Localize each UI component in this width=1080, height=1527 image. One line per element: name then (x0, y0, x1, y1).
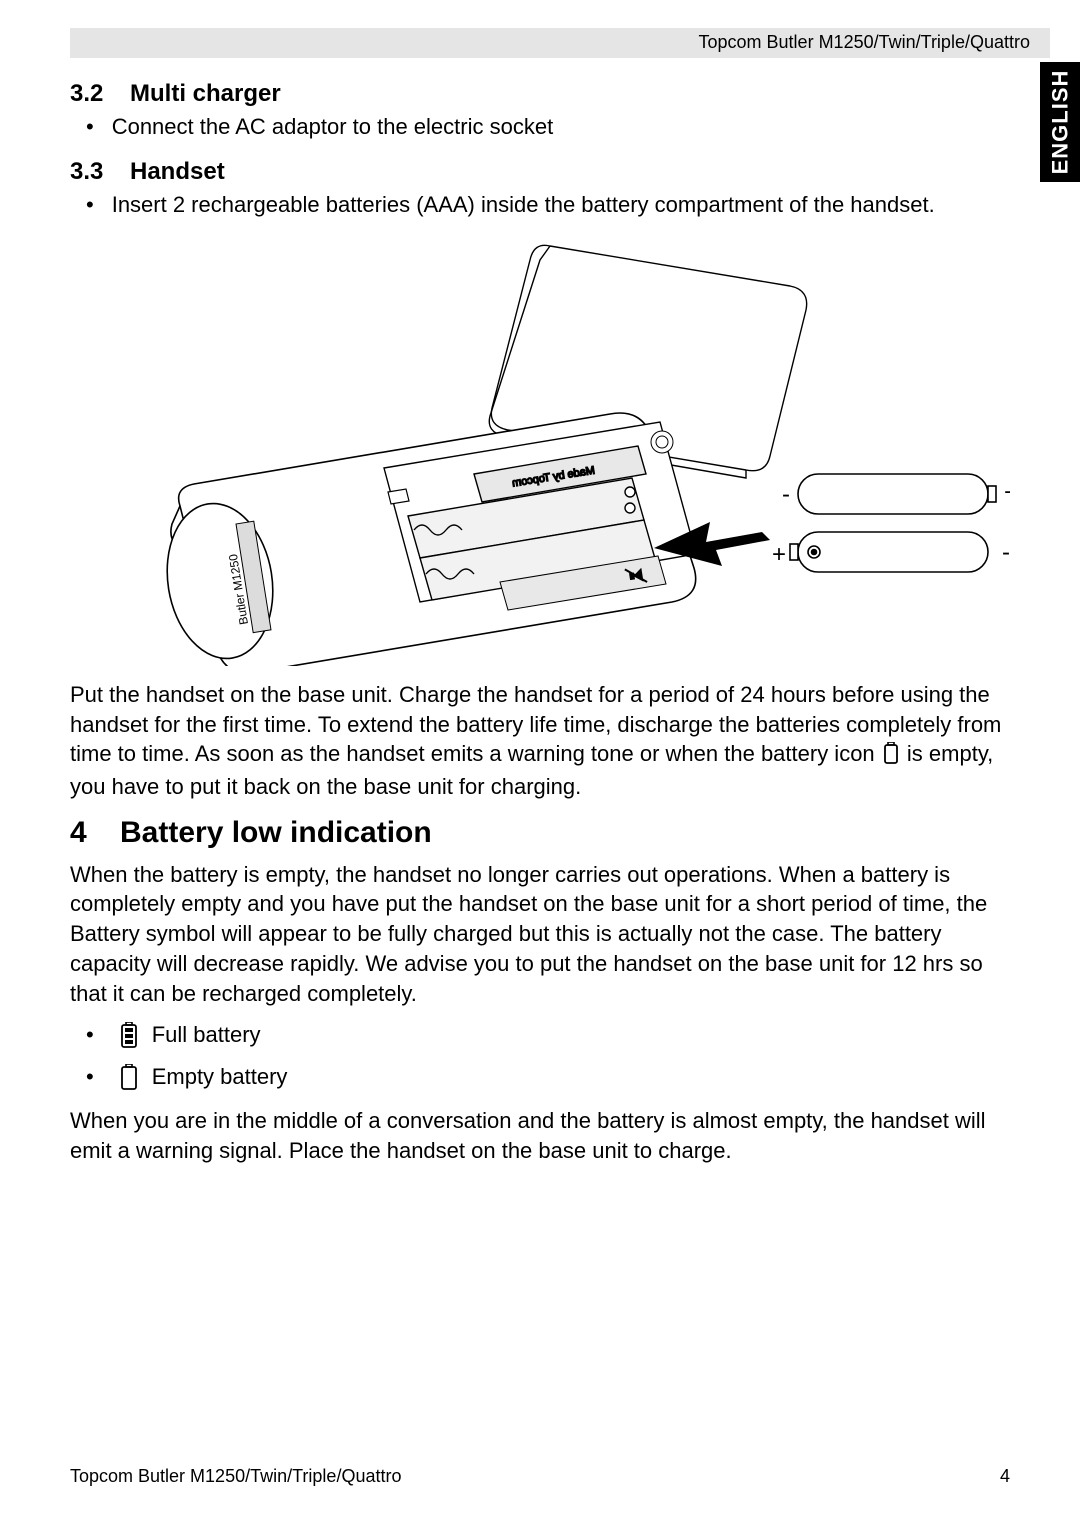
page-footer: Topcom Butler M1250/Twin/Triple/Quattro … (70, 1466, 1010, 1487)
section-3-3-heading: 3.3Handset (70, 158, 1010, 186)
language-tab-label: ENGLISH (1047, 70, 1073, 175)
section-title: Battery low indication (120, 816, 432, 849)
empty-battery-line: • Empty battery (86, 1064, 1010, 1090)
svg-text:-: - (1002, 539, 1010, 566)
section-num: 3.3 (70, 158, 130, 186)
section-num: 4 (70, 816, 120, 850)
bullet-3-2: Connect the AC adaptor to the electric s… (86, 114, 1010, 140)
section-4-para: When the battery is empty, the handset n… (70, 860, 1010, 1008)
section-3-2-heading: 3.2Multi charger (70, 80, 1010, 108)
section-title: Multi charger (130, 80, 281, 107)
put-paragraph: Put the handset on the base unit. Charge… (70, 680, 1010, 802)
svg-text:+: + (772, 541, 786, 568)
bullet-3-3: Insert 2 rechargeable batteries (AAA) in… (86, 192, 1010, 218)
svg-text:-: - (782, 481, 790, 508)
section-4-heading: 4Battery low indication (70, 816, 1010, 850)
section-title: Handset (130, 158, 225, 185)
language-tab: ENGLISH (1040, 62, 1080, 182)
battery-empty-icon (883, 742, 899, 772)
handset-battery-diagram: Butler M1250 Made by Topcom (70, 236, 1010, 666)
battery-empty-icon (120, 1064, 138, 1090)
footer-left: Topcom Butler M1250/Twin/Triple/Quattro (70, 1466, 401, 1487)
header-product: Topcom Butler M1250/Twin/Triple/Quattro (699, 32, 1030, 53)
battery-full-icon (120, 1022, 138, 1048)
end-para: When you are in the middle of a conversa… (70, 1106, 1010, 1165)
section-num: 3.2 (70, 80, 130, 108)
full-battery-line: • Full battery (86, 1022, 1010, 1048)
footer-page-number: 4 (1000, 1466, 1010, 1487)
svg-text:+: + (1004, 479, 1010, 506)
